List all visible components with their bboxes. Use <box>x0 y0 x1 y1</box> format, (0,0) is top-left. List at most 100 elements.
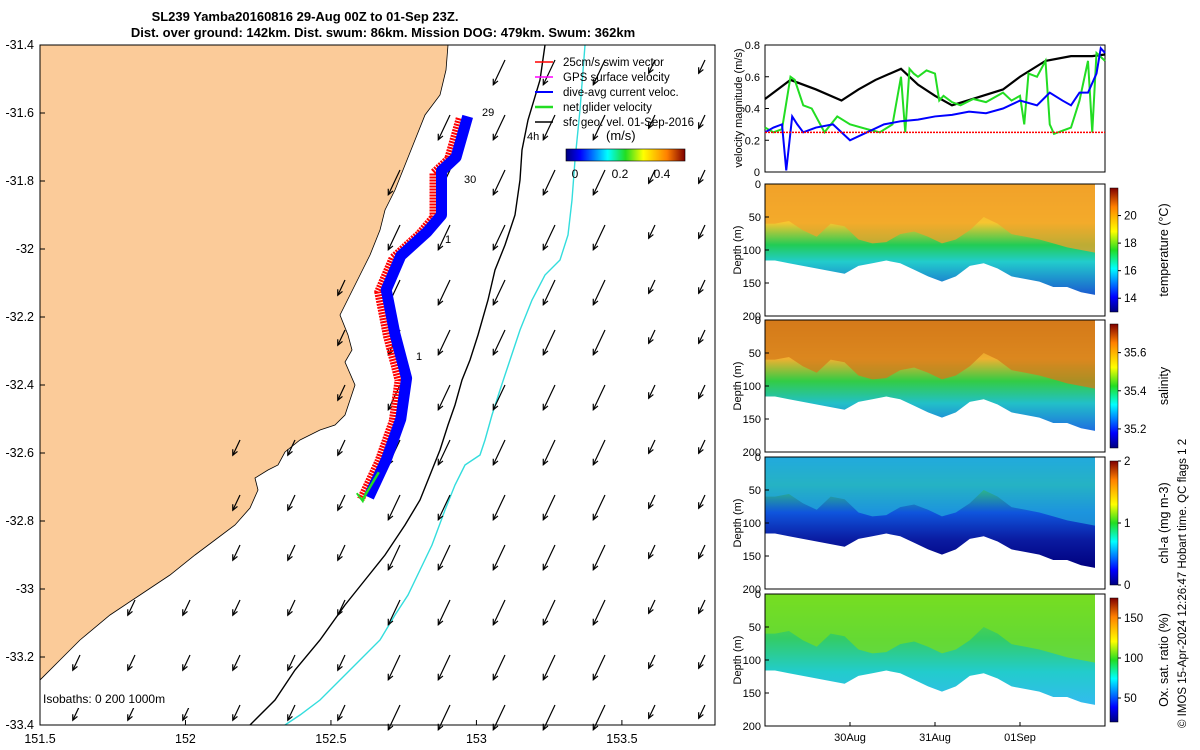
section-ytick-label: 150 <box>743 551 761 563</box>
arrow-head <box>337 504 343 512</box>
velocity-arrow <box>337 384 346 402</box>
arrow-head <box>287 449 293 457</box>
velocity-arrow <box>337 439 346 457</box>
arrow-shaft <box>387 494 401 520</box>
arrow-shaft <box>492 224 506 250</box>
arrow-head <box>542 298 549 306</box>
arrow-head <box>592 348 599 356</box>
arrow-shaft <box>437 654 451 680</box>
velocity-arrow <box>648 544 656 560</box>
arrow-shaft <box>648 544 656 559</box>
map-xtick-label: 153 <box>466 732 487 746</box>
section-upper-layer <box>765 320 1095 389</box>
arrow-shaft <box>698 279 706 294</box>
arrow-head <box>492 458 499 466</box>
arrow-head <box>492 78 499 86</box>
arrow-head <box>387 618 394 626</box>
arrow-shaft <box>127 599 136 616</box>
arrow-head <box>592 673 599 681</box>
velocity-arrow <box>592 114 606 141</box>
velocity-arrow <box>698 544 706 560</box>
section-ylabel: Depth (m) <box>732 636 744 685</box>
arrow-head <box>698 712 704 720</box>
map-xtick-label: 151.5 <box>24 732 55 746</box>
velocity-arrow <box>592 279 606 306</box>
section-ytick-label: 150 <box>743 278 761 290</box>
arrow-shaft <box>492 329 506 355</box>
colorbar-tick-label: 150 <box>1124 613 1143 625</box>
arrow-shaft <box>698 439 706 454</box>
legend-gps: GPS surface velocity <box>563 72 670 84</box>
section-ytick-label: 200 <box>743 447 761 459</box>
velocity-arrow <box>182 599 191 617</box>
section-colorbar <box>1109 460 1119 586</box>
velocity-arrow <box>698 494 706 510</box>
arrow-head <box>72 714 78 722</box>
arrow-head <box>542 188 549 196</box>
arrow-head <box>542 133 549 141</box>
arrow-head <box>492 348 499 356</box>
arrow-shaft <box>492 384 506 410</box>
arrow-head <box>287 664 293 672</box>
speed-colorbar <box>565 148 686 162</box>
velocity-arrow <box>648 169 656 185</box>
velocity-arrow <box>648 439 656 455</box>
arrow-shaft <box>287 439 296 456</box>
map-axes: 151.5 152 152.5 153 153.5 -31.4 -31.6 -31.8 -32 -… <box>6 38 638 746</box>
arrow-head <box>648 177 654 185</box>
velocity-arrow <box>492 599 506 626</box>
arrow-shaft <box>387 704 401 730</box>
arrow-shaft <box>698 384 706 399</box>
arrow-shaft <box>592 279 606 305</box>
arrow-shaft <box>592 599 606 625</box>
arrow-head <box>387 513 394 521</box>
arrow-shaft <box>387 599 401 625</box>
track-day-label-29: 29 <box>482 107 494 119</box>
map-ytick-label: -31.8 <box>6 174 35 188</box>
arrow-shaft <box>337 704 346 721</box>
velocity-arrow <box>698 169 706 185</box>
arrow-shaft <box>437 279 451 305</box>
arrow-shaft <box>337 494 346 511</box>
arrow-head <box>542 243 549 251</box>
section-xtick-label: 31Aug <box>919 732 951 744</box>
land-mass <box>40 45 449 681</box>
velocity-arrow <box>437 279 451 306</box>
arrow-shaft <box>542 169 556 195</box>
section-ytick-label: 0 <box>755 589 761 601</box>
velocity-arrow <box>387 654 401 681</box>
velocity-arrow <box>437 329 451 356</box>
velocity-arrow <box>232 654 241 672</box>
velocity-arrow <box>287 654 296 672</box>
arrow-shaft <box>542 384 556 410</box>
arrow-shaft <box>592 439 606 465</box>
arrow-shaft <box>127 654 136 671</box>
velocity-arrow <box>492 704 506 731</box>
velocity-arrow <box>542 439 556 466</box>
arrow-head <box>698 337 704 345</box>
velocity-ytick-label: 0.2 <box>745 135 760 147</box>
section-ylabel: Depth (m) <box>732 226 744 275</box>
arrow-shaft <box>592 329 606 355</box>
arrow-shaft <box>648 279 656 294</box>
velocity-arrow <box>592 224 606 251</box>
arrow-head <box>492 298 499 306</box>
arrow-head <box>387 188 394 196</box>
section-ytick-label: 200 <box>743 584 761 596</box>
arrow-head <box>592 563 599 571</box>
arrow-shaft <box>698 654 706 669</box>
arrow-shaft <box>698 544 706 559</box>
section-ytick-label: 50 <box>749 485 761 497</box>
section-panel-3: 0 50 100 150 200 Depth (m) 0 1 2 chl-a (mg m-3) <box>732 452 1171 596</box>
arrow-shaft <box>492 59 506 85</box>
velocity-arrow <box>648 494 656 510</box>
arrow-shaft <box>72 654 81 671</box>
velocity-arrow <box>387 169 401 196</box>
arrow-shaft <box>698 329 706 344</box>
arrow-shaft <box>337 654 346 671</box>
velocity-arrow <box>437 544 451 571</box>
arrow-head <box>127 609 133 617</box>
colorbar-tick-label: 1 <box>1124 518 1130 530</box>
colorbar-tick-label: 0 <box>1124 580 1130 592</box>
